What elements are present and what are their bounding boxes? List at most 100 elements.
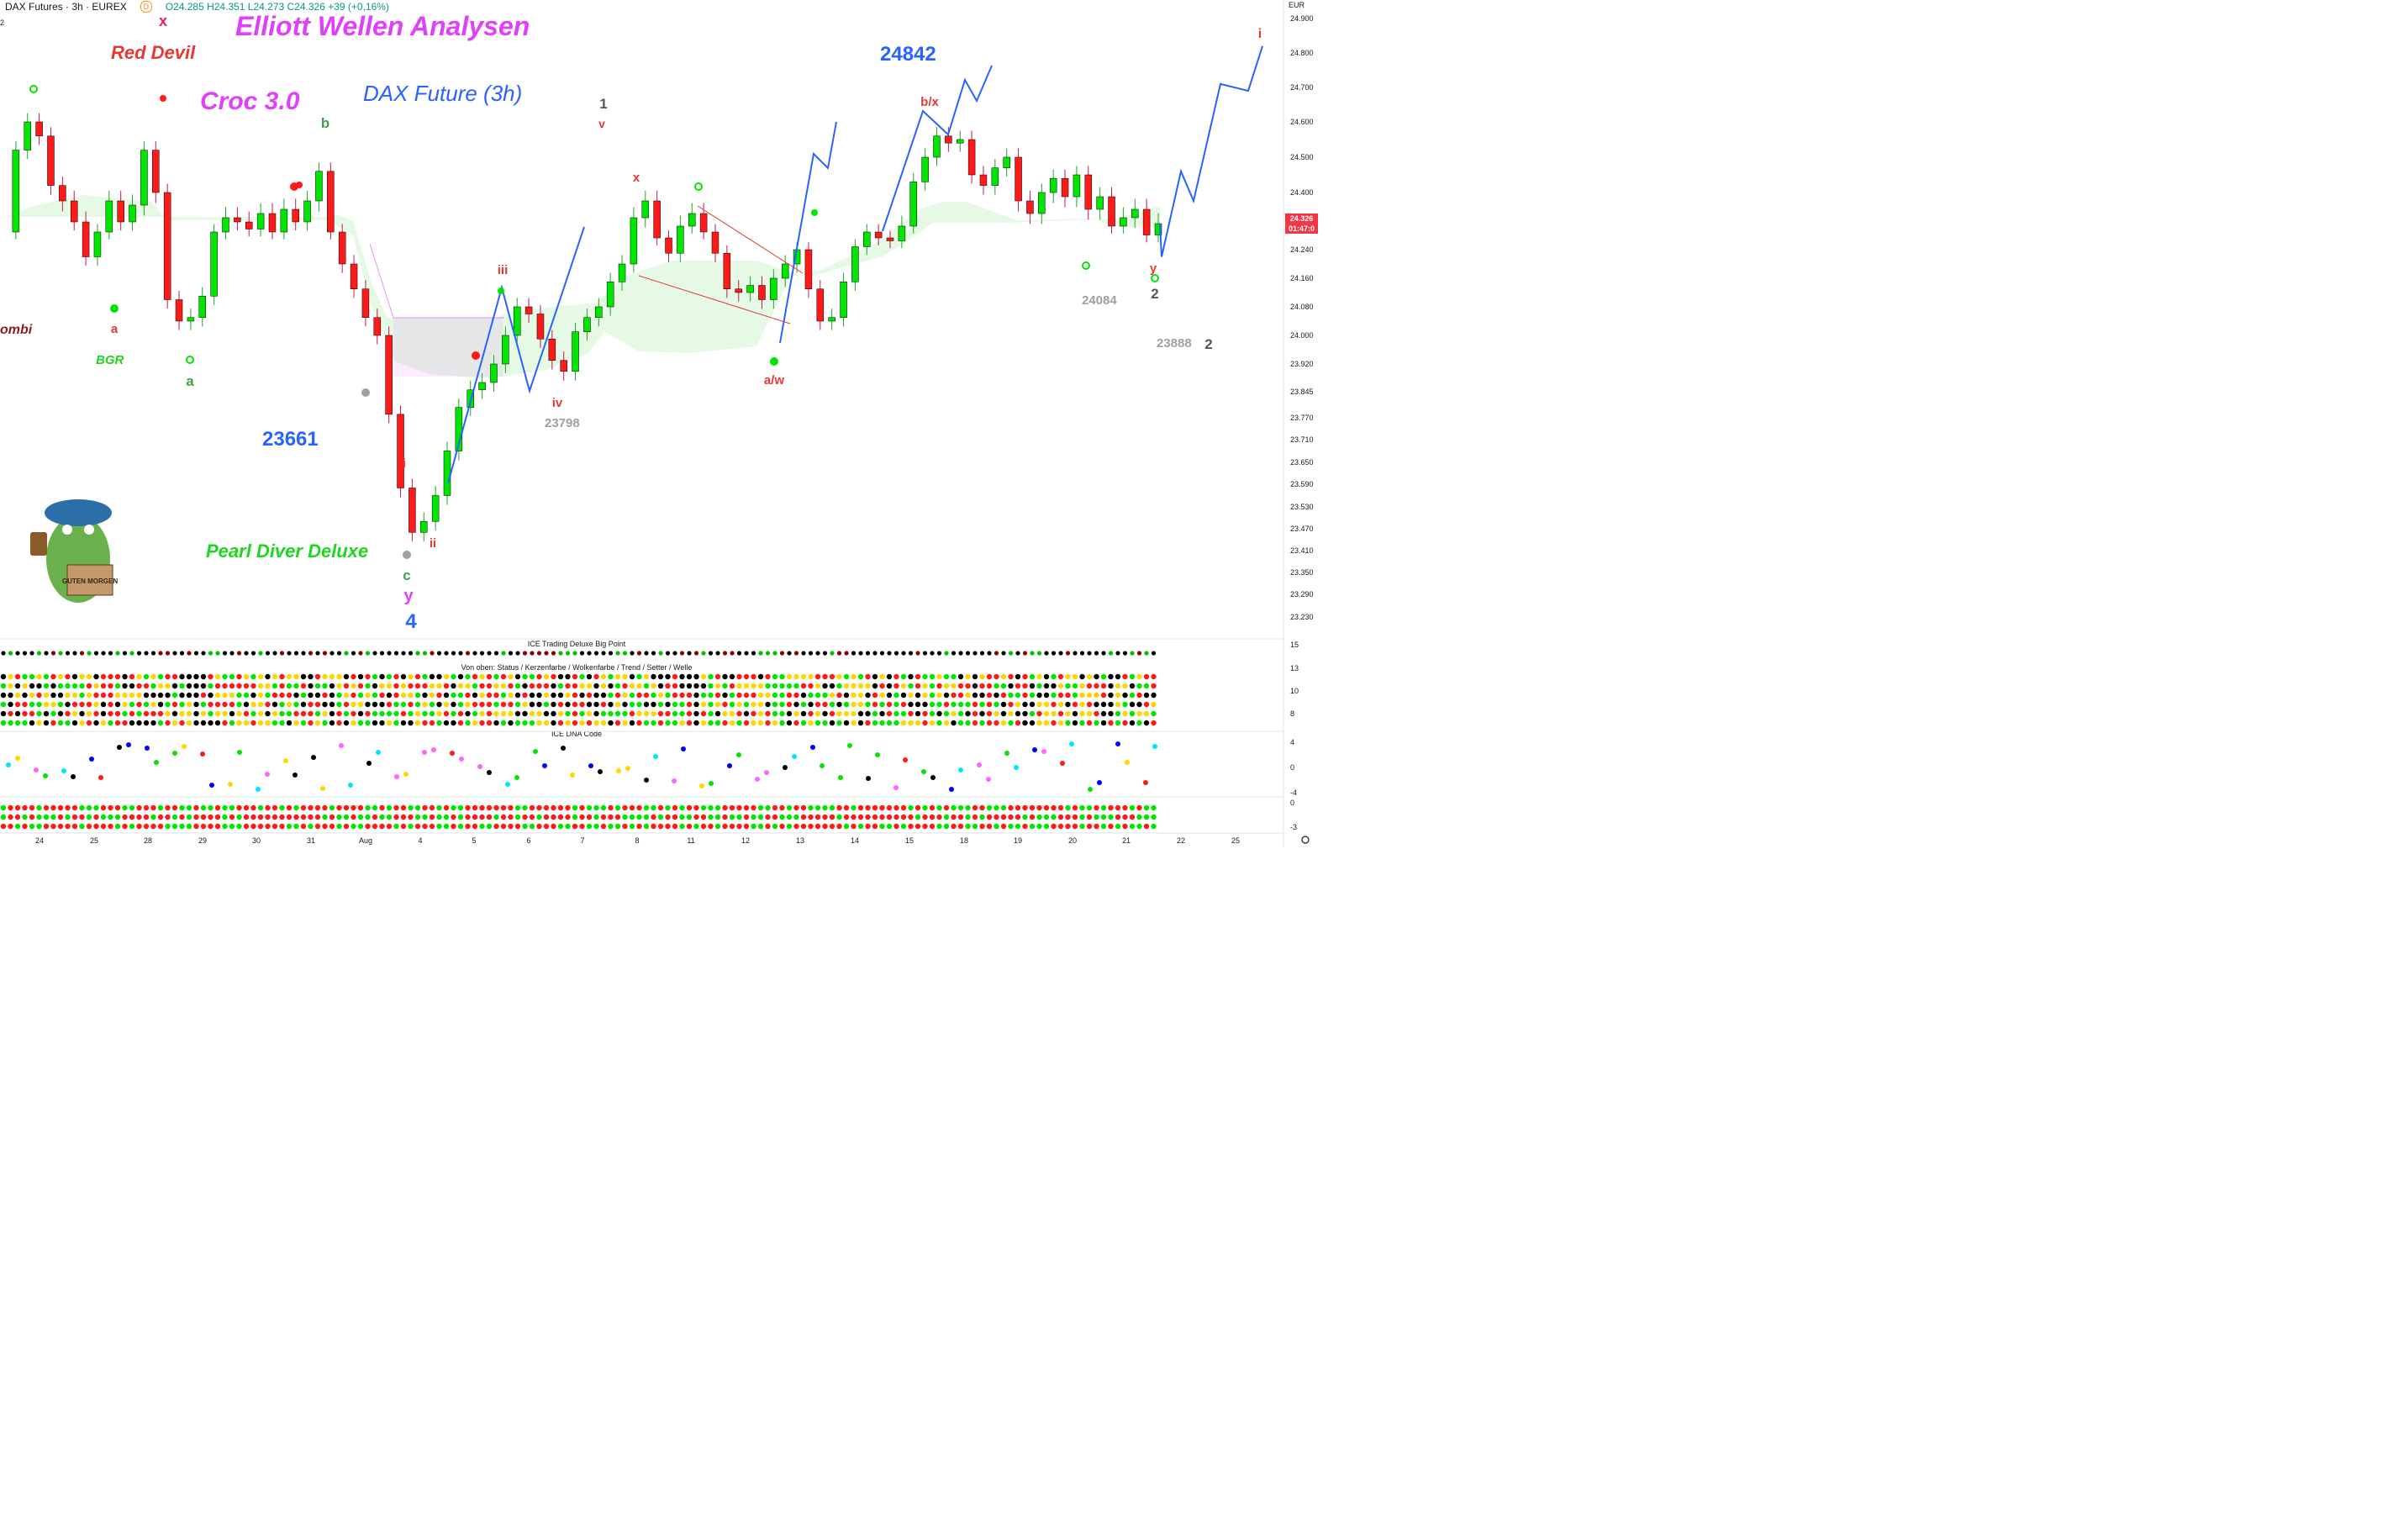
indicator-dot [1057, 720, 1064, 726]
symbol-title[interactable]: DAX Futures · 3h · EUREX [5, 1, 127, 13]
indicator-dot [215, 651, 220, 656]
price-chart[interactable]: 24.90024.80024.70024.60024.50024.40024.3… [0, 0, 1318, 847]
indicator-tick-label: 15 [1290, 641, 1299, 649]
indicator-dot [608, 673, 614, 680]
indicator-dot [343, 804, 350, 811]
indicator-dot [657, 692, 664, 699]
indicator-dot [393, 692, 399, 699]
wave-label: a/w [764, 373, 785, 388]
indicator-dot [786, 823, 793, 830]
data-badge-icon: D [140, 1, 152, 13]
price-tick-label: 23.710 [1290, 435, 1314, 444]
indicator-dot [601, 651, 606, 656]
indicator-dot [1072, 692, 1078, 699]
candle [12, 150, 20, 233]
indicator-dot [472, 710, 478, 717]
indicator-dot [600, 673, 607, 680]
indicator-dot [929, 720, 936, 726]
indicator-dot [479, 804, 485, 811]
indicator-dot [1015, 720, 1021, 726]
indicator-dot [543, 683, 550, 689]
dna-dot [838, 775, 843, 780]
indicator-dot [779, 814, 785, 820]
dna-dot [71, 774, 76, 779]
indicator-dot [1151, 710, 1157, 717]
indicator-dot [50, 823, 56, 830]
indicator-dot [729, 814, 735, 820]
indicator-dot [536, 673, 542, 680]
indicator-dot [722, 692, 728, 699]
indicator-dot [808, 673, 814, 680]
indicator-dot [1065, 692, 1071, 699]
candle [945, 135, 952, 144]
indicator-dot [565, 701, 571, 708]
indicator-dot [351, 683, 356, 689]
indicator-dot [408, 673, 414, 680]
indicator-dot [465, 814, 471, 820]
indicator-dot [851, 710, 857, 717]
indicator-dot [751, 720, 756, 726]
indicator-dot [214, 673, 221, 680]
chart-area[interactable]: 24.90024.80024.70024.60024.50024.40024.3… [0, 0, 1318, 847]
candle [874, 231, 883, 239]
indicator-dot [793, 720, 799, 726]
indicator-dot [736, 710, 742, 717]
indicator-dot [408, 683, 414, 689]
indicator-dot [329, 804, 335, 811]
indicator-dot [100, 804, 107, 811]
indicator-dot [114, 710, 121, 717]
indicator-tick-label: 4 [1290, 738, 1294, 746]
indicator-dot [1051, 651, 1057, 656]
indicator-dot [200, 823, 207, 830]
indicator-dot [851, 823, 857, 830]
indicator-dot [843, 701, 850, 708]
indicator-dot [722, 804, 728, 811]
indicator-dot [814, 710, 821, 717]
indicator-dot [872, 804, 878, 811]
indicator-dot [822, 673, 828, 680]
indicator-dot [1143, 683, 1150, 689]
indicator-dot [736, 651, 742, 656]
wave-label: y [1150, 261, 1157, 276]
candle [408, 488, 416, 533]
indicator-dot [565, 720, 571, 726]
dna-dot [653, 754, 658, 759]
indicator-dot [271, 710, 278, 717]
indicator-dot [893, 673, 899, 680]
indicator-dot [1108, 720, 1114, 726]
indicator-dot [171, 692, 178, 699]
indicator-dot [786, 710, 793, 717]
indicator-dot [679, 720, 685, 726]
candle [524, 306, 533, 314]
brand-label: ombi [0, 323, 33, 337]
indicator-dot [951, 683, 957, 689]
currency-label: EUR [1289, 1, 1305, 9]
dna-dot [1004, 751, 1009, 756]
indicator-count[interactable]: 2 [0, 18, 5, 27]
indicator-dot [693, 651, 699, 656]
indicator-dot [365, 651, 371, 656]
indicator-dot [514, 683, 521, 689]
indicator-dot [686, 701, 693, 708]
indicator-dot [165, 814, 171, 820]
indicator-dot [1086, 720, 1093, 726]
indicator-dot [372, 804, 378, 811]
indicator-dot [193, 651, 199, 656]
indicator-dot [171, 683, 178, 689]
indicator-dot [479, 651, 485, 656]
indicator-dot [1015, 673, 1021, 680]
indicator-dot [886, 692, 893, 699]
indicator-dot [851, 804, 857, 811]
brand-label: Pearl Diver Deluxe [206, 541, 368, 562]
indicator-dot [422, 683, 428, 689]
indicator-dot [422, 814, 428, 820]
indicator-dot [514, 823, 521, 830]
symbol-header[interactable]: DAX Futures · 3h · EUREX D O24.285 H24.3… [0, 0, 389, 13]
candle [268, 213, 277, 233]
indicator-dot [43, 683, 50, 689]
indicator-dot [829, 720, 835, 726]
indicator-dot [443, 683, 450, 689]
indicator-dot [372, 823, 378, 830]
indicator-dot [693, 823, 699, 830]
indicator-dot [93, 814, 99, 820]
